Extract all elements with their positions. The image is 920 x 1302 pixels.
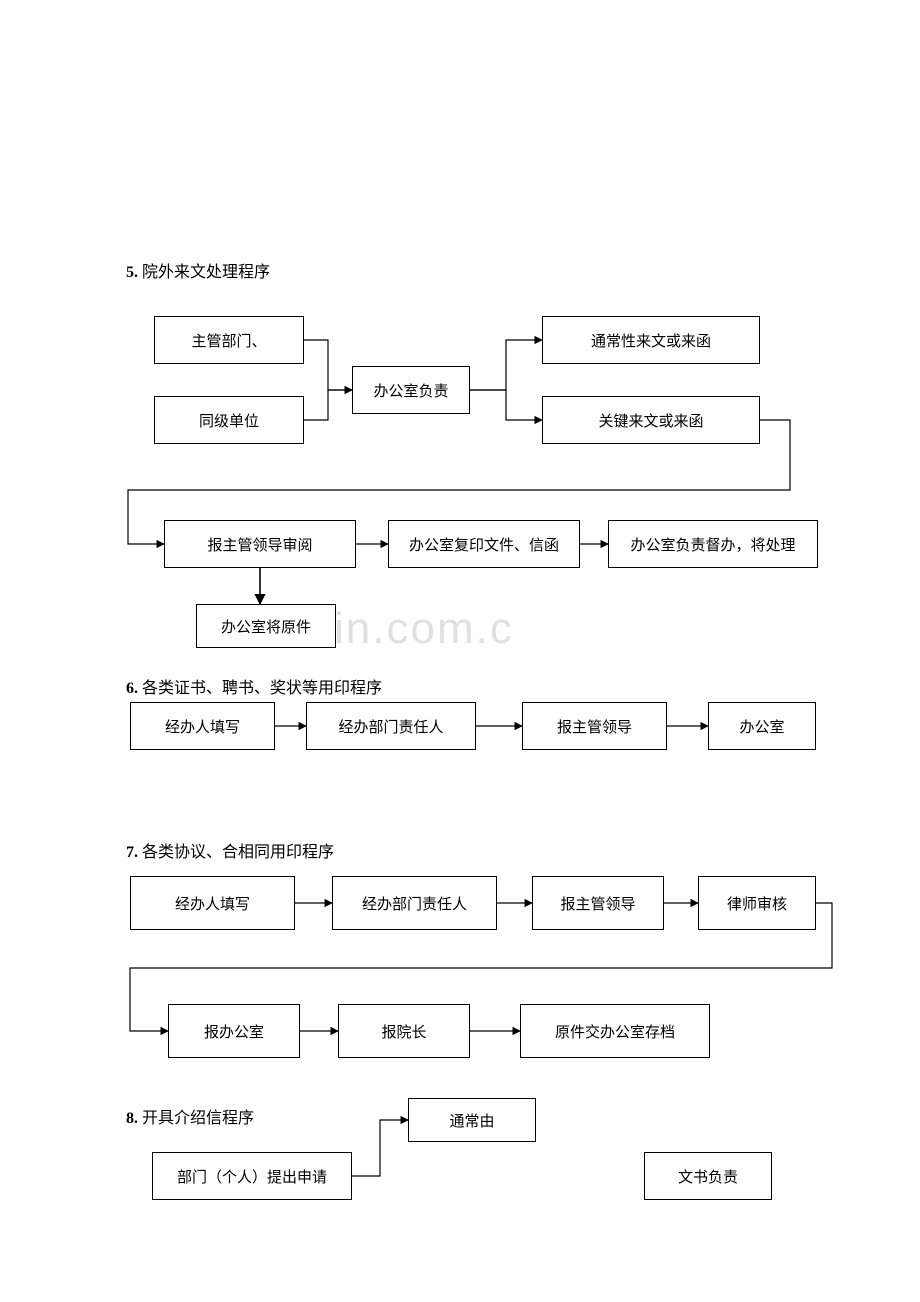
heading-7-text: 各类协议、合相同用印程序 [142,844,334,861]
s5-box-8: 办公室负责督办，将处理 [608,520,818,568]
edge-s5-3-5 [470,390,542,420]
edge-s8-1-2 [352,1120,408,1176]
edge-s5-1-3 [304,340,352,390]
s8-box-3: 文书负责 [644,1152,772,1200]
s7-box-5: 报办公室 [168,1004,300,1058]
s8-box-2: 通常由 [408,1098,536,1142]
s5-box-6: 报主管领导审阅 [164,520,356,568]
s6-box-2: 经办部门责任人 [306,702,476,750]
s7-box-6: 报院长 [338,1004,470,1058]
heading-7-num: 7. [126,844,138,861]
heading-5: 5. 院外来文处理程序 [126,258,270,282]
s5-box-4: 通常性来文或来函 [542,316,760,364]
heading-8-text: 开具介绍信程序 [142,1110,254,1127]
heading-6-text: 各类证书、聘书、奖状等用印程序 [142,680,382,697]
heading-5-num: 5. [126,264,138,281]
s6-box-1: 经办人填写 [130,702,275,750]
heading-8: 8. 开具介绍信程序 [126,1104,254,1128]
edge-s5-3-4 [470,340,542,390]
s7-box-1: 经办人填写 [130,876,295,930]
s6-box-3: 报主管领导 [522,702,667,750]
s6-box-4: 办公室 [708,702,816,750]
s5-box-3: 办公室负责 [352,366,470,414]
heading-7: 7. 各类协议、合相同用印程序 [126,838,334,862]
s5-box-2: 同级单位 [154,396,304,444]
s5-box-7: 办公室复印文件、信函 [388,520,580,568]
s7-box-2: 经办部门责任人 [332,876,497,930]
heading-8-num: 8. [126,1110,138,1127]
s7-box-4: 律师审核 [698,876,816,930]
edge-s5-2-3 [304,390,352,420]
heading-6: 6. 各类证书、聘书、奖状等用印程序 [126,674,382,698]
heading-6-num: 6. [126,680,138,697]
s8-box-1: 部门（个人）提出申请 [152,1152,352,1200]
s5-box-9: 办公室将原件 [196,604,336,648]
s5-box-5: 关键来文或来函 [542,396,760,444]
s7-box-3: 报主管领导 [532,876,664,930]
s5-box-1: 主管部门、 [154,316,304,364]
heading-5-text: 院外来文处理程序 [142,264,270,281]
s7-box-7: 原件交办公室存档 [520,1004,710,1058]
